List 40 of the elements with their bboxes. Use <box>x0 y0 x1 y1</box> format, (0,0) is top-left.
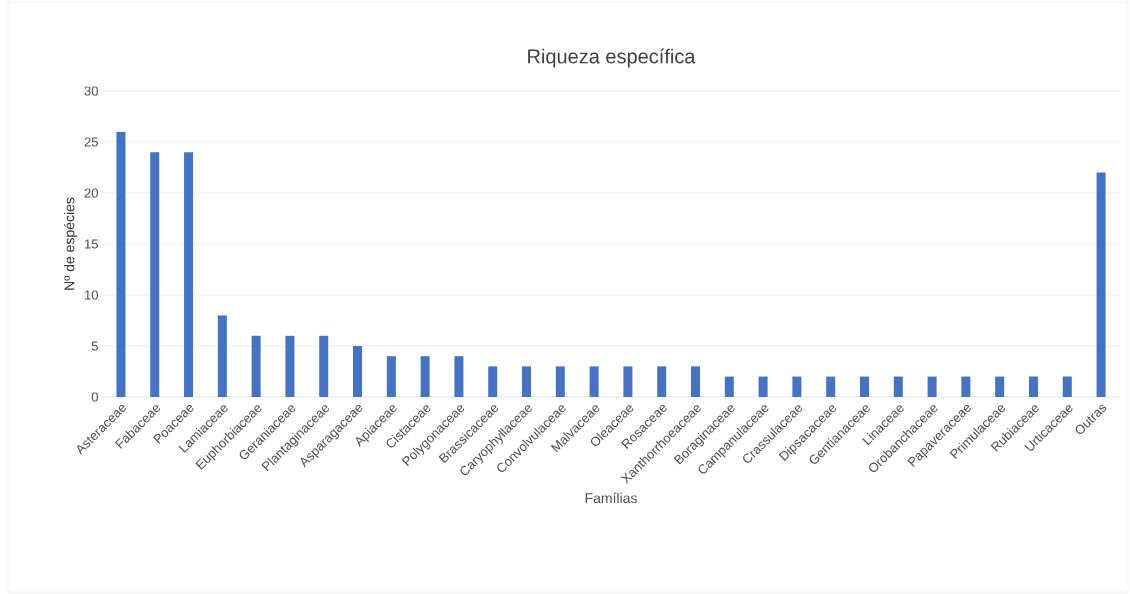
bar <box>724 376 734 397</box>
bar <box>150 152 160 397</box>
bar <box>859 376 869 397</box>
bar <box>488 366 498 397</box>
y-tick-label: 5 <box>91 341 98 351</box>
y-tick-label: 0 <box>91 392 98 402</box>
bar <box>522 366 532 397</box>
bar <box>995 376 1005 397</box>
bar <box>961 376 971 397</box>
bar <box>927 376 937 397</box>
bar <box>691 366 700 397</box>
y-tick-label: 10 <box>85 290 98 300</box>
bar <box>116 131 126 397</box>
bar <box>623 366 633 397</box>
bar <box>353 345 363 397</box>
bar <box>1028 376 1038 397</box>
bar <box>893 376 903 397</box>
y-tick-label: 15 <box>85 239 98 249</box>
bar <box>589 366 599 397</box>
bar <box>454 356 464 397</box>
bar <box>319 335 329 397</box>
bar <box>184 152 194 397</box>
bar <box>555 366 565 397</box>
bar <box>657 366 667 397</box>
bar <box>251 335 261 397</box>
bar <box>386 356 396 397</box>
y-tick-label: 20 <box>84 188 98 198</box>
y-axis-title: Nº de espécies <box>63 197 78 290</box>
bar <box>758 376 768 397</box>
bar <box>1062 376 1072 397</box>
chart-title: Riqueza específica <box>528 48 696 68</box>
bar <box>285 335 295 397</box>
bar <box>792 376 802 397</box>
y-tick-label: 25 <box>84 137 98 147</box>
bar <box>420 356 430 397</box>
bar <box>826 376 836 397</box>
bar <box>1096 172 1106 397</box>
x-axis-title: Famílias <box>585 492 637 504</box>
y-tick-label: 30 <box>84 86 98 96</box>
bar <box>217 315 227 397</box>
